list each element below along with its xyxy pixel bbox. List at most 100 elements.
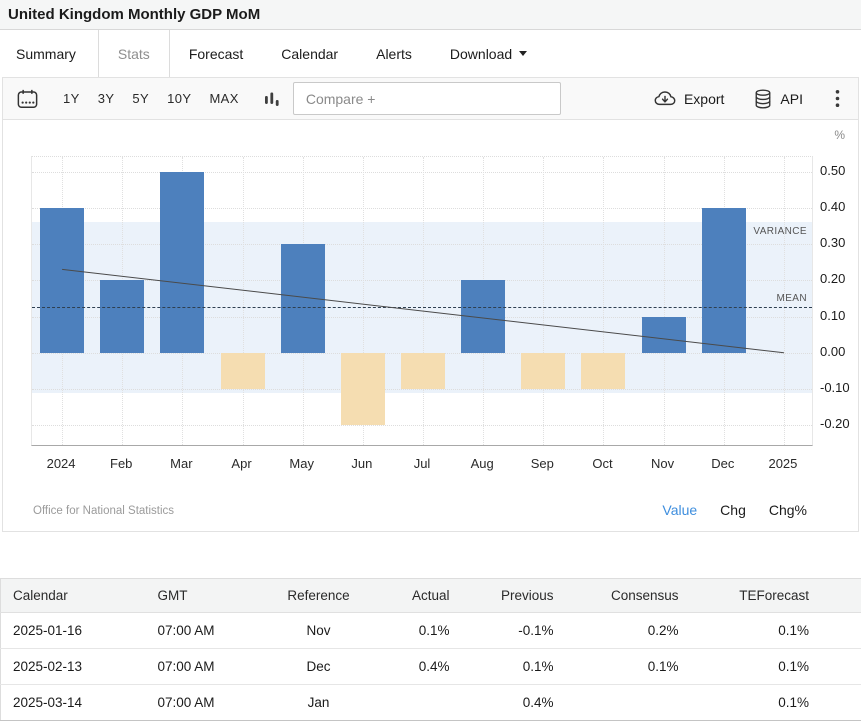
bar-Apr[interactable] [220, 352, 265, 389]
tab-calendar[interactable]: Calendar [281, 45, 339, 62]
v-gridline [423, 157, 424, 445]
table-cell: 0.4% [373, 648, 462, 685]
bar-Feb[interactable] [100, 280, 145, 353]
x-tick-label: May [289, 456, 314, 471]
range-5y[interactable]: 5Y [132, 91, 150, 106]
x-tick-label: Nov [651, 456, 675, 471]
h-gridline [32, 207, 812, 209]
table-cell: Jan [263, 684, 374, 721]
table-row: 2025-03-14 07:00 AM Jan 0.4% 0.1% [0, 684, 861, 721]
variance-label: VARIANCE [753, 226, 807, 238]
v-gridline [543, 157, 545, 445]
bar-Sep[interactable] [521, 352, 566, 389]
chart-type-button[interactable] [264, 90, 280, 108]
bar-Jun[interactable] [340, 352, 385, 426]
x-tick-label: Oct [592, 456, 613, 471]
calendar-table: Calendar GMT Reference Actual Previous C… [0, 578, 861, 721]
trend-line [62, 268, 784, 354]
cloud-download-icon [654, 90, 676, 105]
y-tick-label: 0.50 [820, 162, 846, 178]
x-tick-label: Sep [530, 456, 554, 471]
range-10y[interactable]: 10Y [167, 91, 192, 106]
chart-toolbar: 1Y 3Y 5Y 10Y MAX Export [3, 78, 858, 120]
table-cell: 0.1% [690, 612, 861, 649]
bar-Dec[interactable] [701, 207, 746, 353]
x-tick-label: 2025 [768, 456, 798, 471]
calendar-icon [17, 89, 38, 108]
compare-input[interactable] [292, 82, 561, 115]
table-cell: 0.1% [565, 648, 691, 685]
table-row: 2025-01-16 07:00 AM Nov 0.1% -0.1% 0.2% 0.1% [0, 612, 861, 649]
y-axis-unit: % [834, 128, 845, 142]
bar-chart-icon [264, 92, 279, 106]
api-label: API [780, 90, 803, 107]
col-previous: Previous [461, 578, 566, 613]
y-tick-label: 0.00 [820, 343, 846, 359]
tab-stats[interactable]: Stats [99, 30, 170, 77]
table-cell: Dec [263, 648, 374, 685]
export-label: Export [683, 90, 725, 107]
bar-Jul[interactable] [401, 352, 445, 389]
database-icon [755, 89, 771, 108]
y-tick-label: 0.10 [820, 307, 846, 323]
table-cell: 0.1% [690, 684, 861, 721]
x-tick-label: Dec [711, 456, 735, 471]
chart-panel: 1Y 3Y 5Y 10Y MAX Export [2, 77, 859, 532]
mean-label: MEAN [776, 293, 807, 305]
table-cell: 2025-03-14 [0, 684, 146, 721]
v-gridline [362, 157, 364, 445]
tab-summary[interactable]: Summary [0, 30, 99, 77]
table-cell: 0.1% [373, 612, 462, 649]
date-range-button[interactable] [17, 89, 38, 109]
export-button[interactable]: Export [654, 90, 724, 108]
view-toggle: Value Chg Chg% [662, 502, 807, 518]
view-link-value[interactable]: Value [662, 502, 698, 518]
x-tick-label: Mar [170, 456, 193, 471]
y-tick-label: 0.30 [820, 235, 846, 250]
bar-Nov[interactable] [641, 316, 686, 353]
plot-area: VARIANCE MEAN [31, 156, 813, 446]
x-tick-label: Jul [413, 456, 431, 471]
tab-alerts[interactable]: Alerts [376, 45, 412, 62]
view-link-chgpct[interactable]: Chg% [768, 502, 807, 518]
y-tick-label: -0.20 [820, 416, 850, 432]
table-cell: 07:00 AM [145, 612, 264, 649]
range-1y[interactable]: 1Y [63, 91, 80, 106]
range-3y[interactable]: 3Y [97, 91, 115, 106]
tab-forecast[interactable]: Forecast [188, 45, 244, 62]
bar-Oct[interactable] [581, 352, 626, 389]
bar-2024[interactable] [40, 207, 85, 353]
h-gridline [32, 171, 812, 173]
tab-download-label: Download [449, 45, 513, 62]
table-cell [373, 684, 462, 721]
y-tick-label: 0.20 [820, 271, 846, 287]
h-gridline [32, 244, 812, 245]
table-cell: 2025-02-13 [0, 648, 146, 685]
caret-down-icon [519, 51, 528, 56]
chart-source: Office for National Statistics [33, 505, 175, 517]
chart-area: % VARIANCE MEAN 0.50 0.40 0.30 0.20 0.10 0.00 -… [3, 120, 858, 531]
v-gridline [663, 157, 665, 445]
tab-download[interactable]: Download [431, 30, 546, 77]
api-button[interactable]: API [754, 89, 803, 109]
col-actual: Actual [373, 578, 462, 613]
table-header-row: Calendar GMT Reference Actual Previous C… [0, 578, 861, 613]
more-menu-button[interactable] [835, 89, 840, 108]
x-tick-label: Aug [470, 456, 494, 471]
table-cell [565, 684, 691, 721]
table-cell: 0.1% [690, 648, 861, 685]
table-cell: 0.2% [565, 612, 691, 649]
view-link-chg[interactable]: Chg [720, 502, 746, 518]
kebab-menu-icon [835, 90, 840, 107]
range-max[interactable]: MAX [209, 91, 239, 106]
col-gmt: GMT [145, 578, 264, 613]
h-gridline [32, 425, 812, 427]
bar-Mar[interactable] [160, 171, 205, 353]
x-tick-label: Apr [231, 456, 252, 471]
v-gridline [783, 157, 785, 445]
col-teforecast: TEForecast [690, 578, 861, 613]
table-cell: 0.1% [461, 648, 566, 685]
v-gridline [603, 157, 605, 445]
table-cell: Nov [263, 612, 374, 649]
x-tick-label: Jun [351, 456, 373, 471]
